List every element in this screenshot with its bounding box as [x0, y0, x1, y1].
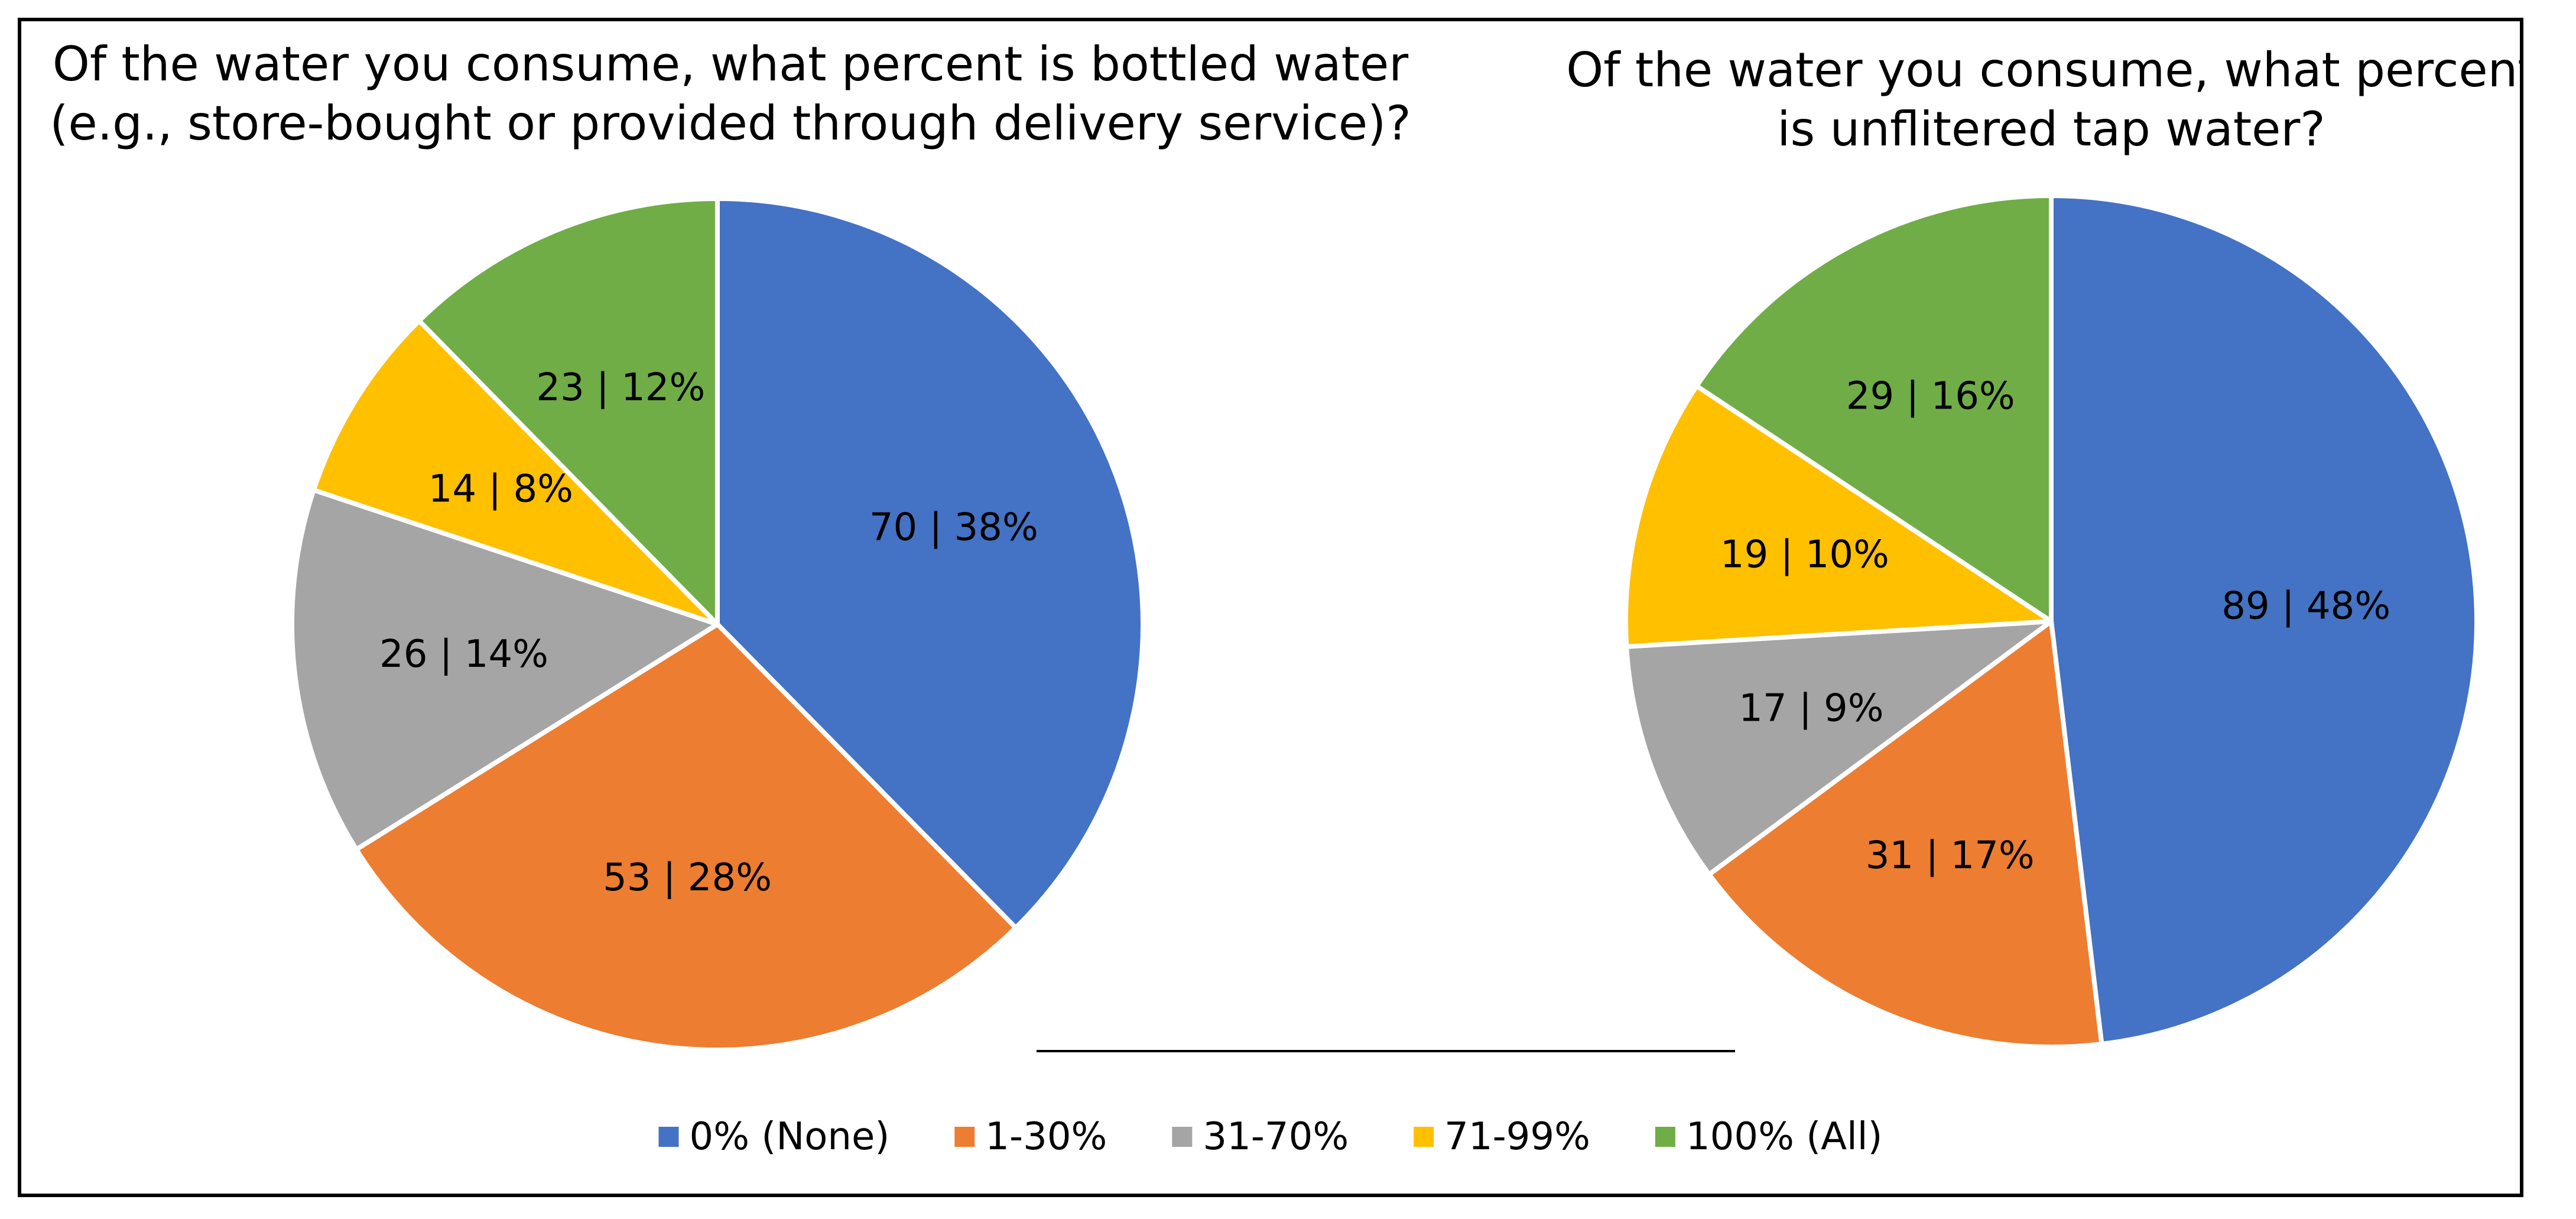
- legend-label: 0% (None): [690, 1115, 890, 1159]
- slice-data-label: 14 | 8%: [428, 467, 573, 511]
- slice-data-label: 31 | 17%: [1866, 834, 2035, 878]
- chart-title-line: Of the water you consume, what percent i…: [53, 37, 1408, 92]
- slice-data-label: 26 | 14%: [379, 633, 548, 676]
- pie-slice-31-70: [1624, 619, 2054, 877]
- chart-title-line: Of the water you consume, what percent: [1566, 43, 2520, 98]
- pie-slice-100-all: [417, 196, 720, 627]
- pie-chart-tap-water: Of the water you consume, what percentis…: [1566, 43, 2520, 1049]
- pie-slice-31-70: [290, 487, 720, 852]
- slice-data-label: 29 | 16%: [1846, 374, 2015, 418]
- legend-label: 31-70%: [1203, 1115, 1349, 1159]
- legend-item-31-70: 31-70%: [1172, 1115, 1349, 1159]
- slice-data-label: 89 | 48%: [2221, 584, 2390, 628]
- pie-chart-bottled-water: Of the water you consume, what percent i…: [50, 37, 1411, 1052]
- legend-swatch: [658, 1127, 679, 1147]
- pie-slice-0-none: [715, 196, 1145, 931]
- legend-item-71-99: 71-99%: [1414, 1115, 1590, 1159]
- legend-label: 1-30%: [985, 1115, 1107, 1159]
- legend-item-100-all: 100% (All): [1655, 1115, 1883, 1159]
- pie-slice-71-99: [311, 318, 720, 627]
- pie-slice-100-all: [1694, 193, 2054, 624]
- legend-label: 100% (All): [1686, 1115, 1883, 1159]
- legend-item-1-30: 1-30%: [954, 1115, 1107, 1159]
- legend-swatch: [1414, 1127, 1434, 1147]
- legend-item-0-none: 0% (None): [658, 1115, 890, 1159]
- pie-slice-71-99: [1623, 383, 2054, 649]
- chart-title-line: (e.g., store-bought or provided through …: [50, 96, 1411, 151]
- legend-swatch: [1172, 1127, 1193, 1147]
- legend-swatch: [954, 1127, 975, 1147]
- legend-label: 71-99%: [1444, 1115, 1590, 1159]
- pie-slice-1-30: [1707, 619, 2104, 1049]
- pie-slice-1-30: [353, 622, 1018, 1052]
- legend-swatch: [1655, 1127, 1675, 1147]
- slice-data-label: 17 | 9%: [1739, 686, 1883, 730]
- slice-data-label: 19 | 10%: [1720, 533, 1889, 577]
- slice-data-label: 70 | 38%: [869, 505, 1038, 549]
- slice-data-label: 53 | 28%: [603, 856, 772, 900]
- legend: 0% (None) 1-30% 31-70% 71-99% 100% (All): [658, 1115, 1883, 1159]
- pie-slice-0-none: [2049, 193, 2480, 1046]
- chart-frame: Of the water you consume, what percent i…: [18, 18, 2523, 1197]
- chart-title-line: is unflitered tap water?: [1777, 102, 2325, 157]
- slice-data-label: 23 | 12%: [536, 366, 705, 410]
- chart-svg: Of the water you consume, what percent i…: [50, 37, 2520, 1159]
